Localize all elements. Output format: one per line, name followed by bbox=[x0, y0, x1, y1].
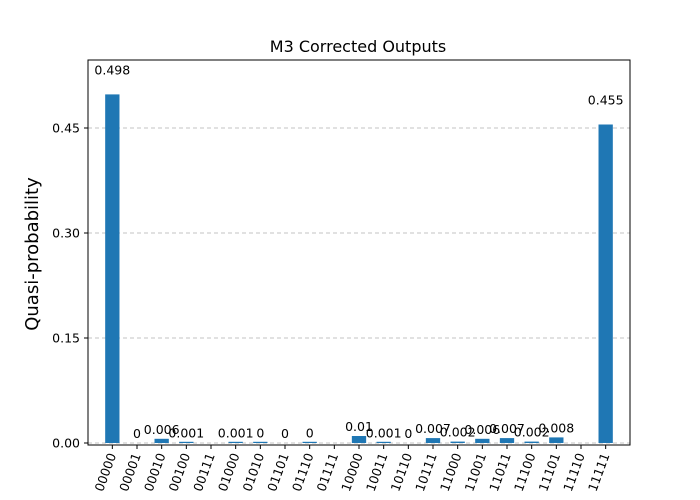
data-label: 0.002 bbox=[514, 425, 550, 440]
bar bbox=[228, 441, 243, 443]
bar bbox=[179, 441, 194, 443]
data-label: 0 bbox=[404, 426, 412, 441]
x-tick-label: 01110 bbox=[289, 451, 317, 494]
x-tick-label: 01101 bbox=[264, 451, 292, 493]
bar bbox=[105, 94, 120, 444]
x-tick-label: 11101 bbox=[535, 451, 563, 493]
bar bbox=[154, 438, 169, 443]
x-tick-label: 11110 bbox=[560, 451, 588, 494]
x-ticks: 0000000001000100010000111010000101001101… bbox=[91, 445, 612, 493]
data-label: 0 bbox=[256, 425, 264, 440]
x-tick-label: 00111 bbox=[190, 451, 218, 493]
y-ticks: 0.00 0.15 0.30 0.45 bbox=[52, 121, 88, 451]
bars bbox=[105, 94, 613, 444]
bar bbox=[376, 441, 391, 443]
data-label: 0.007 bbox=[489, 421, 525, 436]
x-tick-label: 10110 bbox=[387, 451, 415, 494]
x-tick-label: 11111 bbox=[585, 451, 613, 493]
bar bbox=[598, 124, 613, 443]
y-tick-label: 0.15 bbox=[52, 331, 80, 346]
data-label: 0.001 bbox=[218, 425, 254, 440]
data-label: 0.01 bbox=[345, 419, 373, 434]
y-tick-label: 0.45 bbox=[52, 121, 80, 136]
bar bbox=[499, 438, 515, 443]
y-axis-label: Quasi-probability bbox=[22, 177, 43, 331]
x-tick-label: 10011 bbox=[363, 451, 391, 493]
data-label: 0 bbox=[281, 426, 289, 441]
bar bbox=[253, 441, 268, 443]
data-label: 0.008 bbox=[538, 420, 574, 435]
x-tick-label: 01010 bbox=[239, 451, 267, 494]
chart-title: M3 Corrected Outputs bbox=[270, 37, 446, 56]
x-tick-label: 01000 bbox=[215, 451, 243, 494]
bar bbox=[302, 441, 317, 443]
plot-frame bbox=[87, 59, 631, 446]
y-tick-label: 0.00 bbox=[52, 436, 80, 451]
data-label: 0.455 bbox=[588, 93, 624, 108]
data-label: 0.001 bbox=[168, 425, 204, 440]
x-tick-label: 11000 bbox=[437, 451, 465, 494]
y-tick-label: 0.30 bbox=[52, 226, 80, 241]
x-tick-label: 00000 bbox=[91, 451, 119, 494]
bar bbox=[425, 438, 441, 443]
data-label: 0.498 bbox=[94, 62, 130, 77]
data-label: 0 bbox=[133, 426, 141, 441]
data-label: 0.001 bbox=[366, 425, 402, 440]
bar bbox=[549, 437, 564, 443]
x-tick-label: 11100 bbox=[511, 451, 539, 494]
x-tick-label: 01111 bbox=[313, 451, 341, 493]
x-tick-label: 11011 bbox=[486, 451, 514, 493]
bar bbox=[475, 438, 490, 443]
data-label: 0.006 bbox=[464, 422, 500, 437]
x-tick-label: 00010 bbox=[141, 451, 169, 494]
x-tick-label: 10111 bbox=[412, 451, 440, 493]
x-tick-label: 10000 bbox=[338, 451, 366, 494]
x-tick-label: 11001 bbox=[461, 451, 489, 493]
bar bbox=[351, 436, 367, 443]
data-label: 0 bbox=[306, 425, 314, 440]
data-label: 0.006 bbox=[144, 422, 180, 437]
x-tick-label: 00001 bbox=[116, 451, 144, 493]
data-label: 0.007 bbox=[415, 421, 451, 436]
data-label: 0.002 bbox=[440, 425, 476, 440]
grid-lines bbox=[88, 127, 630, 444]
bar bbox=[450, 441, 465, 443]
x-tick-label: 00100 bbox=[165, 451, 193, 494]
bar bbox=[524, 441, 539, 443]
